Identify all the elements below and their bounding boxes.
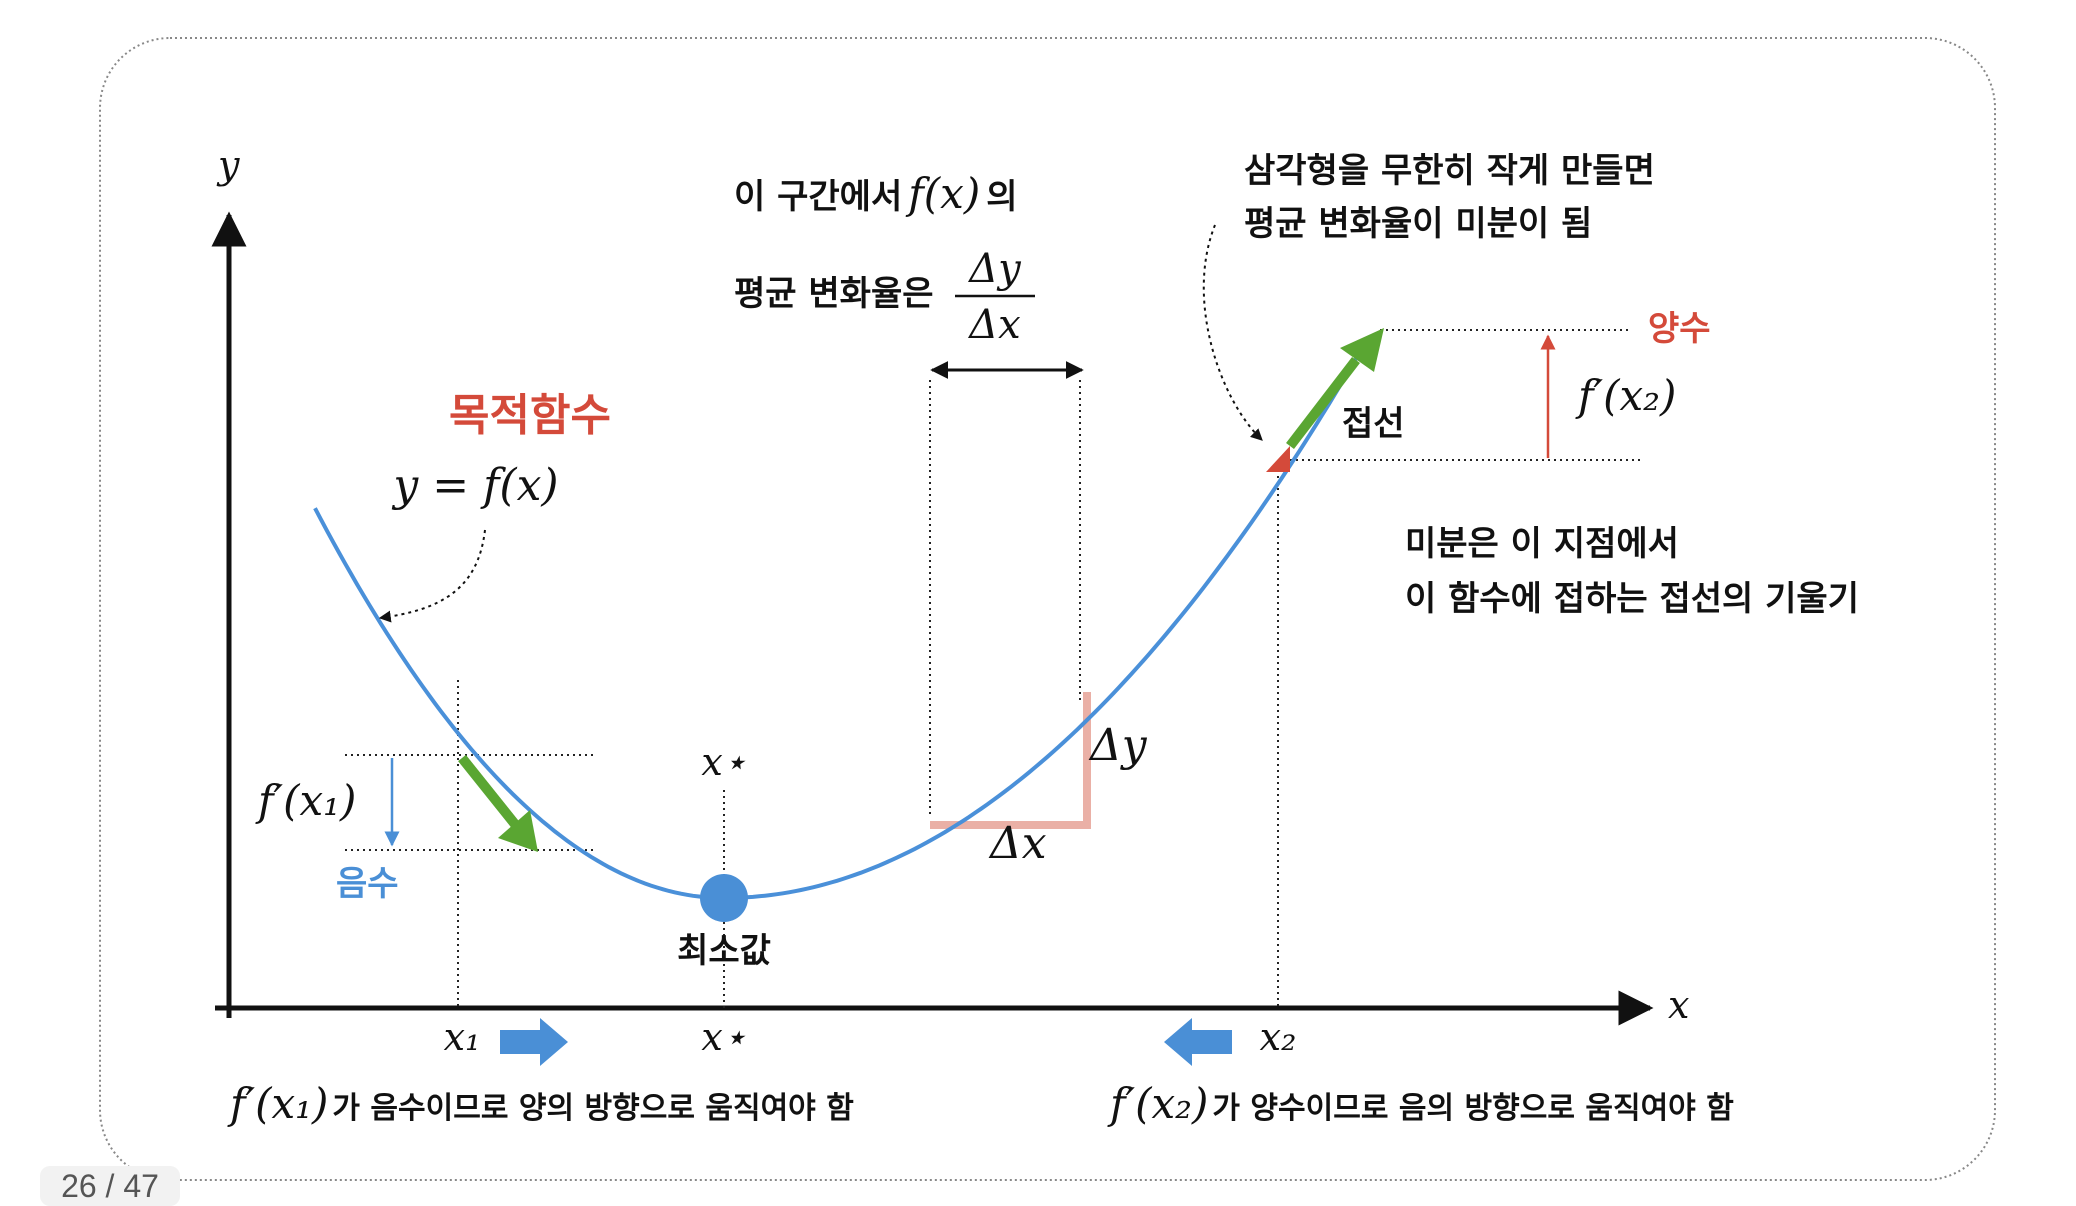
arrow-right-icon [500, 1018, 568, 1066]
derivative-note-line2: 이 함수에 접하는 접선의 기울기 [1405, 579, 1859, 619]
note-pointer-arrow [1202, 224, 1263, 441]
bottom-right-caption: f′(x₂) 가 양수이므로 음의 방향으로 움직여야 함 [1107, 1079, 1734, 1128]
delta-y-label: Δy [1088, 720, 1148, 771]
x-star-top-label: x⋆ [701, 740, 746, 784]
x2-label: x₂ [1260, 1015, 1297, 1059]
delta-x-label: Δx [988, 818, 1047, 869]
y-axis-label: y [216, 143, 240, 187]
minimum-point [700, 874, 748, 922]
fprime-x2-label: f′(x₂) [1575, 371, 1676, 420]
triangle-note-line2: 평균 변화율이 미분이 됨 [1244, 204, 1592, 244]
triangle-note-line1: 삼각형을 무한히 작게 만들면 [1244, 151, 1655, 191]
x-axis-label: x [1668, 983, 1689, 1027]
tangent-point-marker [1266, 446, 1290, 472]
diagram-frame [99, 37, 1996, 1181]
positive-label: 양수 [1648, 309, 1711, 349]
interval-note-line1: 이 구간에서 f(x) 의 [734, 169, 1018, 218]
arrow-left-icon [1164, 1018, 1232, 1066]
arrow-up-right-icon [1286, 328, 1384, 450]
page-counter: 26 / 47 [40, 1166, 180, 1206]
derivative-note-line1: 미분은 이 지점에서 [1405, 524, 1679, 564]
negative-label: 음수 [336, 864, 399, 904]
tangent-label: 접선 [1342, 404, 1405, 444]
bottom-left-caption: f′(x₁) 가 음수이므로 양의 방향으로 움직여야 함 [227, 1079, 854, 1128]
fraction-denominator: Δx [967, 302, 1020, 348]
interval-note-line2: 평균 변화율은 [734, 274, 934, 314]
x-star-label: x⋆ [701, 1015, 746, 1059]
minimum-label: 최소값 [677, 931, 771, 971]
fprime-x1-label: f′(x₁) [255, 776, 356, 825]
objective-title: 목적함수 [449, 390, 611, 441]
fraction-numerator: Δy [967, 246, 1022, 292]
delta-triangle [930, 692, 1091, 829]
objective-curve [313, 352, 1361, 900]
arrow-down-right-icon [458, 754, 538, 852]
x1-label: x₁ [444, 1015, 481, 1059]
objective-equation: y = f(x) [391, 460, 558, 511]
